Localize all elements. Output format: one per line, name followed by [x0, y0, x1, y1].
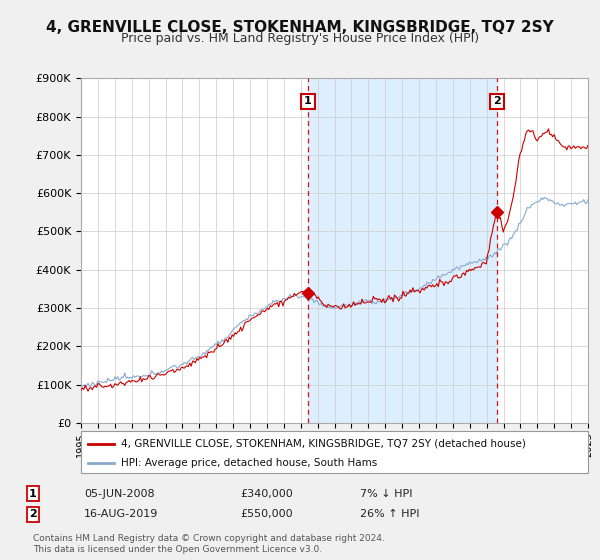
Text: This data is licensed under the Open Government Licence v3.0.: This data is licensed under the Open Gov…: [33, 545, 322, 554]
Bar: [308, 78, 497, 423]
Text: £550,000: £550,000: [240, 509, 293, 519]
Text: HPI: Average price, detached house, South Hams: HPI: Average price, detached house, Sout…: [121, 458, 377, 468]
Text: 1: 1: [304, 96, 312, 106]
Text: 4, GRENVILLE CLOSE, STOKENHAM, KINGSBRIDGE, TQ7 2SY (detached house): 4, GRENVILLE CLOSE, STOKENHAM, KINGSBRID…: [121, 439, 526, 449]
Text: 2: 2: [29, 509, 37, 519]
Text: £340,000: £340,000: [240, 489, 293, 499]
Text: 16-AUG-2019: 16-AUG-2019: [84, 509, 158, 519]
Text: 7% ↓ HPI: 7% ↓ HPI: [360, 489, 413, 499]
Text: Price paid vs. HM Land Registry's House Price Index (HPI): Price paid vs. HM Land Registry's House …: [121, 32, 479, 45]
Text: Contains HM Land Registry data © Crown copyright and database right 2024.: Contains HM Land Registry data © Crown c…: [33, 534, 385, 543]
Text: 26% ↑ HPI: 26% ↑ HPI: [360, 509, 419, 519]
Text: 2: 2: [493, 96, 501, 106]
Text: 4, GRENVILLE CLOSE, STOKENHAM, KINGSBRIDGE, TQ7 2SY: 4, GRENVILLE CLOSE, STOKENHAM, KINGSBRID…: [46, 20, 554, 35]
Text: 1: 1: [29, 489, 37, 499]
Text: 05-JUN-2008: 05-JUN-2008: [84, 489, 155, 499]
